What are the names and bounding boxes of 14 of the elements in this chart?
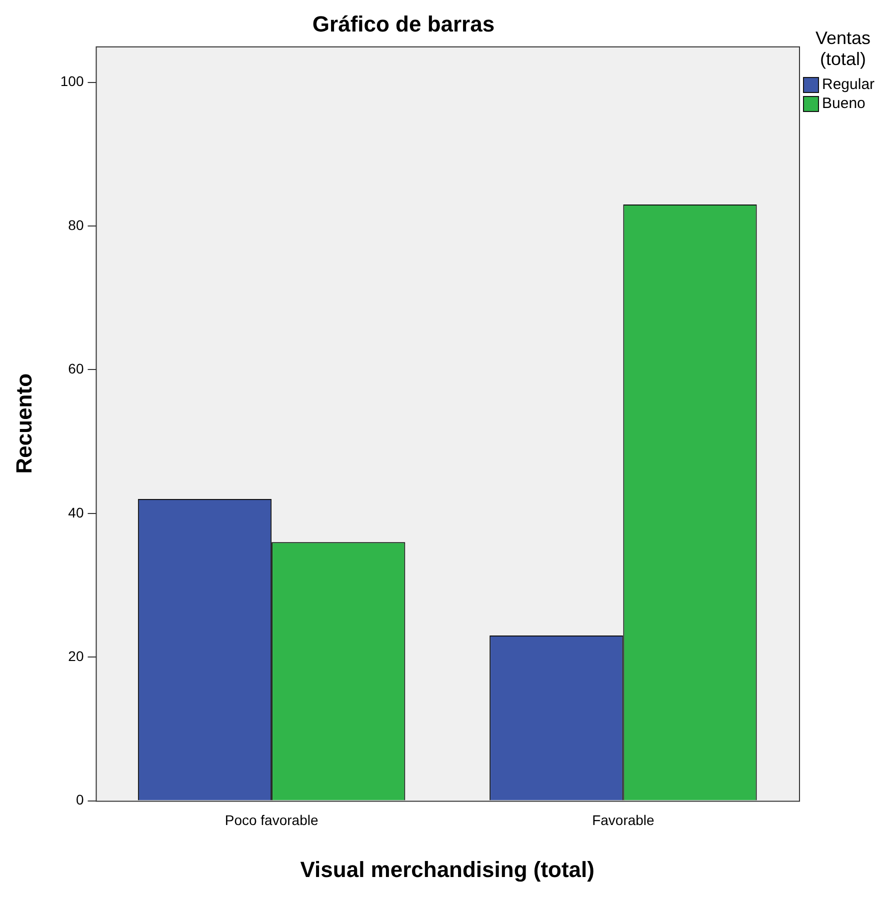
legend-title: Ventas (total) — [814, 28, 872, 70]
x-tick-label: Poco favorable — [224, 812, 318, 828]
legend-label: Regular — [822, 76, 875, 93]
y-tick-label: 0 — [76, 792, 84, 808]
chart-title: Gráfico de barras — [312, 11, 495, 36]
y-axis-title: Recuento — [11, 373, 36, 474]
y-tick-label: 100 — [60, 73, 84, 90]
x-axis-title: Visual merchandising (total) — [300, 856, 594, 882]
y-tick-label: 40 — [68, 504, 84, 520]
y-tick-label: 20 — [68, 648, 84, 664]
y-tick-label: 60 — [68, 360, 84, 377]
y-tick-label: 80 — [68, 216, 84, 233]
x-tick-label: Favorable — [592, 812, 655, 828]
legend-label: Bueno — [822, 95, 866, 112]
